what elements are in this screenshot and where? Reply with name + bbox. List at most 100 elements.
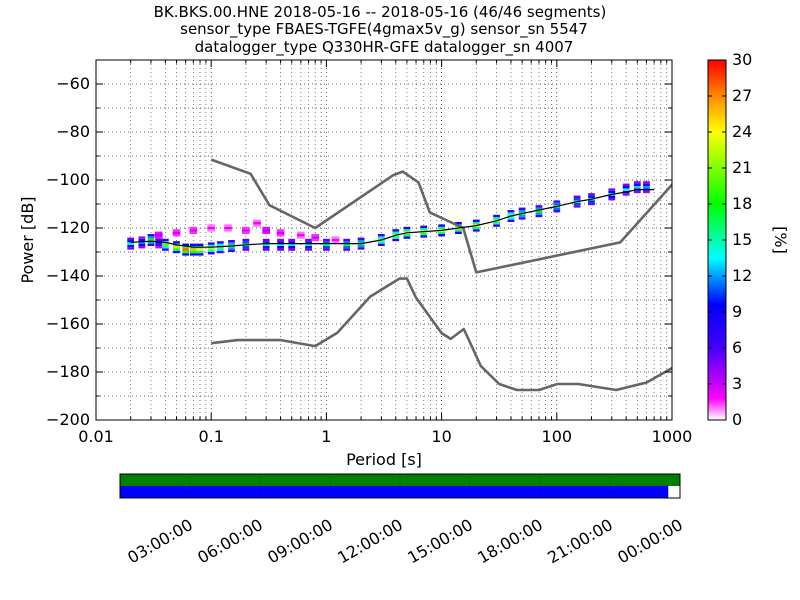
pdf-cell xyxy=(189,250,197,254)
pdf-cell xyxy=(305,248,312,251)
pdf-cell xyxy=(127,247,135,250)
pdf-cell xyxy=(622,193,630,196)
pdf-cell xyxy=(138,241,146,244)
time-tick-label: 09:00:00 xyxy=(264,515,336,567)
pdf-cell xyxy=(392,236,400,239)
pdf-cell xyxy=(196,248,204,251)
pdf-cell xyxy=(207,247,215,250)
pdf-scatter-cell xyxy=(262,231,271,234)
pdf-cell xyxy=(643,190,650,194)
pdf-cell xyxy=(182,246,190,249)
pdf-cell xyxy=(553,202,561,206)
pdf-cell xyxy=(277,246,284,249)
pdf-cell xyxy=(455,222,462,225)
time-tick-label: 21:00:00 xyxy=(544,515,616,567)
pdf-cell xyxy=(518,207,526,210)
pdf-cell xyxy=(472,219,480,222)
pdf-cell xyxy=(535,207,543,210)
pdf-cell xyxy=(216,248,224,251)
time-tick-label: 03:00:00 xyxy=(124,515,196,567)
pdf-cell xyxy=(189,243,197,246)
pdf-cell xyxy=(535,210,543,213)
colorbar-tick-label: 9 xyxy=(732,302,742,321)
pdf-cell xyxy=(207,242,215,245)
pdf-cell xyxy=(455,229,462,232)
pdf-cell xyxy=(182,253,190,256)
y-tick-label: −160 xyxy=(46,314,90,333)
pdf-cell xyxy=(403,229,411,232)
mean-psd-line xyxy=(130,189,655,248)
pdf-cell xyxy=(357,244,365,248)
pdf-cell xyxy=(207,249,215,252)
pdf-cell xyxy=(377,241,385,244)
colorbar-tick-label: 3 xyxy=(732,374,742,393)
pdf-cell xyxy=(438,226,445,230)
colorbar-tick-label: 18 xyxy=(732,194,752,213)
pdf-cell xyxy=(161,238,169,242)
pdf-cell xyxy=(343,246,351,249)
pdf-cell xyxy=(207,244,215,248)
pdf-cell xyxy=(493,217,500,220)
pdf-cell xyxy=(608,198,616,201)
pdf-cell xyxy=(138,238,146,242)
pdf-cell xyxy=(377,243,385,246)
coverage-timeline: 03:00:0006:00:0009:00:0012:00:0015:00:00… xyxy=(119,473,686,567)
pdf-scatter-cell xyxy=(262,226,271,230)
pdf-scatter-cell xyxy=(224,229,232,232)
pdf-cell xyxy=(147,236,155,239)
pdf-cell xyxy=(161,246,169,249)
pdf-cell xyxy=(155,243,163,246)
pdf-cell xyxy=(573,205,581,208)
pdf-scatter-cell xyxy=(276,229,285,232)
pdf-scatter-cell xyxy=(189,226,198,230)
pdf-scatter-cell xyxy=(189,231,198,234)
pdf-cell xyxy=(420,225,428,228)
pdf-cell xyxy=(573,198,581,201)
pdf-cell xyxy=(196,253,204,256)
pdf-cell xyxy=(535,212,543,215)
y-tick-label: −140 xyxy=(46,266,90,285)
pdf-cell xyxy=(472,222,480,225)
pdf-cell xyxy=(228,242,235,245)
pdf-cell xyxy=(507,219,515,222)
pdf-cell xyxy=(643,183,650,186)
pdf-cell xyxy=(323,248,330,251)
pdf-cell xyxy=(588,200,595,203)
pdf-cell xyxy=(147,241,155,244)
colorbar-tick-label: 0 xyxy=(732,410,742,429)
colorbar-tick-label: 15 xyxy=(732,230,752,249)
title-line-3: datalogger_type Q330HR-GFE datalogger_sn… xyxy=(195,38,574,57)
pdf-cell xyxy=(262,243,270,246)
pdf-cell xyxy=(507,210,515,213)
pdf-cell xyxy=(622,183,630,186)
pdf-cell xyxy=(196,243,204,246)
pdf-cell xyxy=(182,243,190,246)
y-tick-label: −60 xyxy=(56,74,90,93)
pdf-scatter-cell xyxy=(242,231,250,234)
pdf-cell xyxy=(155,238,163,242)
colorbar-tick-label: 12 xyxy=(732,266,752,285)
pdf-cell xyxy=(472,229,480,232)
y-tick-label: −100 xyxy=(46,170,90,189)
pdf-cell xyxy=(420,228,428,231)
time-tick-label: 06:00:00 xyxy=(194,515,266,567)
pdf-cell xyxy=(277,241,284,244)
pdf-cell xyxy=(588,195,595,198)
pdf-cell xyxy=(161,243,169,246)
pdf-cell xyxy=(127,242,135,245)
pdf-cell xyxy=(518,210,526,213)
pdf-cell xyxy=(622,188,630,191)
pdf-cell xyxy=(633,181,641,184)
pdf-scatter-cell xyxy=(253,224,261,227)
pdf-cell xyxy=(207,252,215,255)
pdf-cell xyxy=(633,183,641,186)
pdf-cell xyxy=(493,222,500,225)
axes: 0.01 0.1 1 10 100 1000 −200 −180 −160 −140 −120 −10… xyxy=(46,59,692,446)
pdf-cell xyxy=(455,231,462,234)
pdf-cell xyxy=(138,243,146,246)
pdf-cell xyxy=(357,240,365,243)
pdf-scatter-cell xyxy=(224,224,232,227)
pdf-cell xyxy=(182,250,190,254)
y-axis-label: Power [dB] xyxy=(18,196,37,283)
